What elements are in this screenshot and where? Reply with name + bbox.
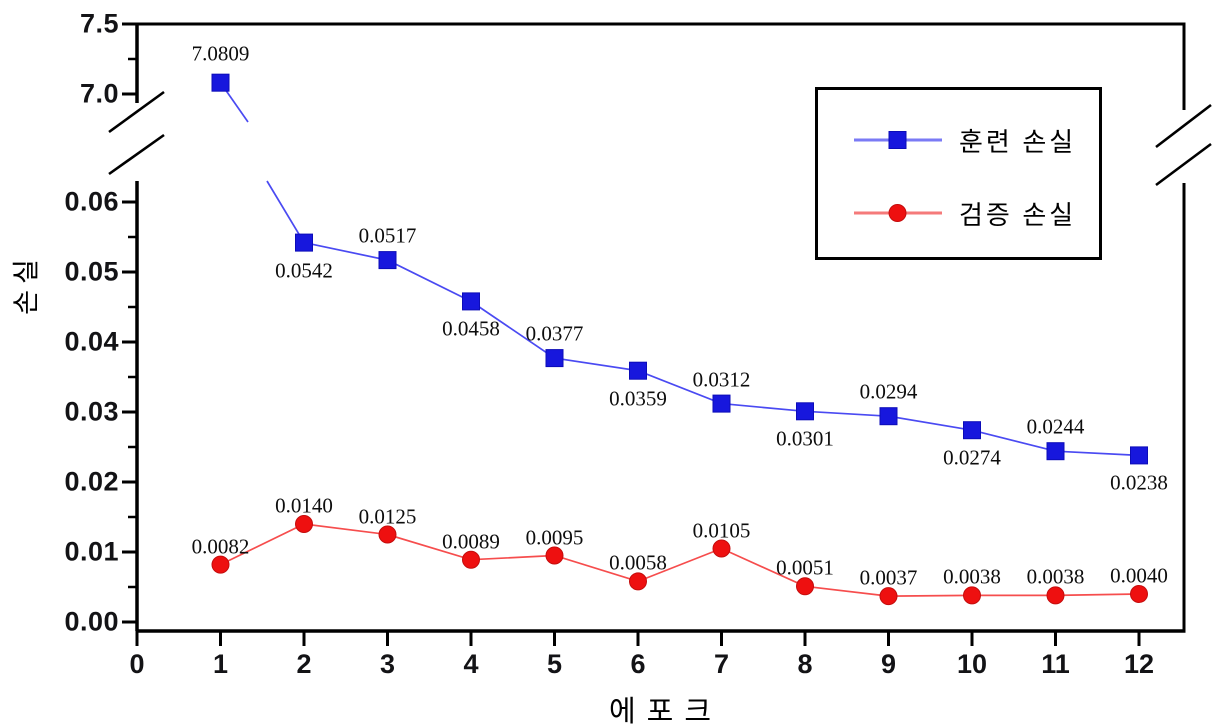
x-axis-tick-label: 3 [379,649,396,679]
x-axis-tick-label: 0 [129,649,145,679]
legend-label-validation-loss: 검증 손실 [959,200,1077,230]
validation-loss-swatch-icon [854,204,942,222]
axis-break-slash-icon [108,133,165,176]
train-loss-marker [1130,446,1148,465]
validation-loss-marker [629,572,647,591]
data-point-label: 0.0238 [1110,470,1168,495]
data-point-label: 0.0125 [358,504,417,528]
train-loss-marker [629,361,647,380]
train-loss-marker [796,402,814,421]
validation-loss-marker [712,539,731,558]
validation-loss-marker [295,515,313,533]
validation-loss-marker [1130,585,1148,603]
legend-sample-circle-icon [888,204,907,222]
validation-loss-marker [211,555,230,574]
x-axis-title: 에포크 [608,696,723,727]
train-loss-marker [1046,442,1065,461]
validation-loss-marker [796,577,814,596]
y-axis-tick-label: 0.04 [64,326,119,357]
train-loss-marker [378,251,397,270]
axis-break-slash-icon [108,90,165,134]
train-loss-swatch-icon [854,131,942,149]
data-point-label: 0.0359 [609,386,667,411]
legend-entry-validation-loss: 검증 손실 [851,199,1076,230]
validation-loss-marker [462,550,480,569]
x-axis-tick-label: 2 [296,649,312,679]
x-axis-tick-label: 9 [880,649,897,679]
data-point-label: 0.0051 [776,555,834,580]
validation-loss-line [220,523,1140,597]
validation-loss-marker [879,587,898,606]
data-point-label: 0.0301 [776,426,834,451]
data-point-label: 0.0377 [525,321,584,346]
y-axis-tick-label: 0.03 [64,396,119,427]
validation-loss-marker [1046,586,1065,605]
y-axis-tick-label: 7.0 [79,78,119,109]
axis-break-slash-icon [1155,103,1212,149]
y-axis-tick-label: 0.05 [64,256,119,287]
train-loss-marker [963,421,981,440]
train-loss-marker [879,407,898,426]
legend-entry-train-loss: 훈련 손실 [851,126,1076,157]
data-point-label: 0.0294 [859,379,918,404]
data-point-label: 0.0140 [275,493,333,518]
data-point-label: 0.0244 [1026,414,1085,439]
x-axis-tick-label: 8 [797,649,813,679]
data-point-label: 0.0274 [943,445,1001,470]
x-axis-tick-label: 4 [463,649,479,679]
y-axis-title: 손실 [11,253,42,315]
x-axis-tick-label: 6 [630,649,646,679]
data-point-label: 0.0038 [1026,564,1085,589]
legend: 훈련 손실 검증 손실 [815,87,1102,260]
x-axis-tick-label: 12 [1123,649,1155,679]
y-axis-tick-label: 7.5 [79,8,119,39]
data-point-label: 0.0312 [692,367,751,392]
validation-loss-marker [963,586,981,605]
data-point-label: 0.0458 [442,316,500,341]
data-point-label: 0.0542 [275,258,333,283]
data-point-label: 0.0058 [609,550,667,575]
validation-loss-marker [545,546,564,565]
data-point-label: 7.0809 [191,41,250,66]
x-axis-tick-label: 10 [956,649,988,679]
y-axis-tick-label: 0.02 [64,466,119,497]
train-loss-marker [712,394,731,413]
x-axis-tick-label: 1 [212,649,229,679]
train-loss-line [266,180,305,244]
data-point-label: 0.0517 [358,223,417,248]
data-point-label: 0.0082 [191,534,250,559]
validation-loss-marker [378,525,397,544]
train-loss-marker [462,292,480,311]
y-axis-tick-label: 0.06 [64,186,119,217]
data-point-label: 0.0037 [859,565,918,590]
x-axis-tick-label: 11 [1041,649,1070,679]
legend-sample-square-icon [888,131,907,149]
axis-break-slash-icon [1155,142,1212,187]
data-point-label: 0.0040 [1110,563,1168,588]
data-point-label: 0.0105 [692,518,751,542]
x-axis-tick-label: 5 [546,649,563,679]
data-point-label: 0.0095 [525,525,584,549]
x-axis-tick-label: 7 [713,649,730,679]
train-loss-marker [295,233,313,252]
data-point-label: 0.0089 [442,529,500,554]
train-loss-marker [545,349,564,368]
y-axis-tick-label: 0.00 [64,606,119,637]
y-axis-tick-label: 0.01 [64,536,119,567]
legend-label-train-loss: 훈련 손실 [959,127,1077,157]
data-point-label: 0.0038 [943,564,1001,589]
train-loss-marker [211,73,230,92]
